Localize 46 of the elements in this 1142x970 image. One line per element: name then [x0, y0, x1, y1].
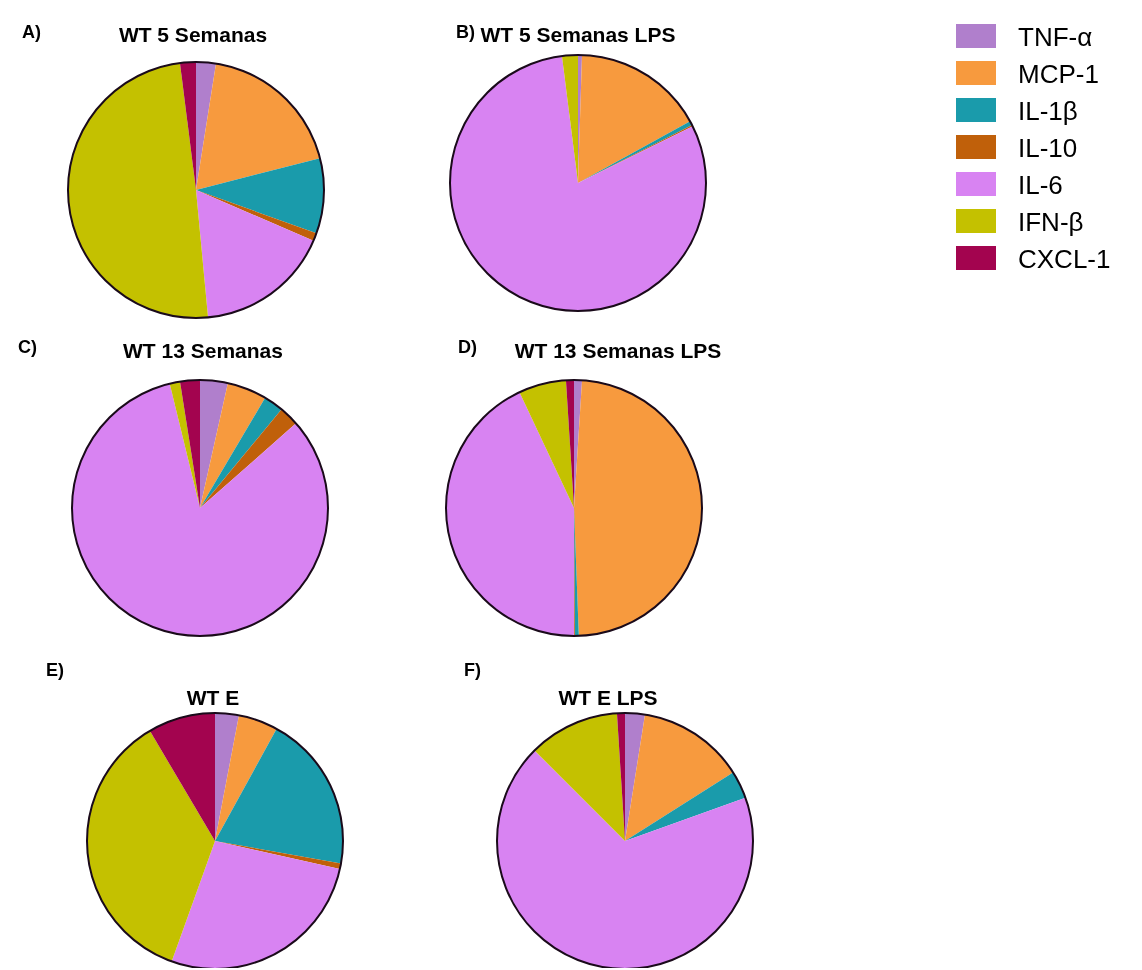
pie-slice [215, 715, 277, 841]
legend-label: IL-6 [1018, 170, 1063, 200]
pie-slice [200, 380, 228, 508]
pie-slice [200, 397, 282, 508]
pie-slice [196, 63, 320, 190]
legend-label: IL-10 [1018, 133, 1078, 163]
text: C) [18, 337, 37, 357]
pie-slice [625, 772, 746, 841]
legend-label: CXCL-1 [1018, 244, 1111, 274]
pie-slice [179, 380, 200, 508]
pie-slice [574, 380, 702, 636]
chart-title: WT E [186, 686, 240, 709]
text: F) [464, 660, 481, 680]
pie-slice [200, 383, 266, 508]
pie-slice [87, 730, 215, 962]
pie-slice [625, 714, 734, 841]
pie-slice [196, 190, 317, 241]
chart-title: WT 5 Semanas [118, 23, 268, 46]
legend-label: IL-1β [1018, 96, 1078, 126]
chart-title: WT E LPS [558, 686, 658, 709]
pie-slice [196, 158, 324, 234]
chart-title: WT 13 Semanas [123, 339, 283, 362]
text: E) [46, 660, 65, 680]
pie-slice [215, 728, 343, 864]
pie-slice [519, 380, 574, 508]
pie-slice [497, 750, 753, 968]
pie-slice [68, 63, 209, 318]
text: B) [456, 22, 475, 42]
pie-slice [215, 841, 342, 869]
chart-title: WT 5 Semanas LPS [480, 23, 676, 46]
pie-slice [215, 713, 239, 841]
pie-slice [149, 713, 215, 841]
legend-label: MCP-1 [1018, 59, 1099, 89]
legend-label: IFN-β [1018, 207, 1084, 237]
pie-slice [625, 713, 646, 841]
pie-slice [196, 190, 314, 318]
text: A) [22, 22, 41, 42]
chart-title: WT 13 Semanas LPS [514, 339, 722, 362]
text: D) [458, 337, 477, 357]
pie-slice [534, 713, 625, 841]
legend-label: TNF-α [1018, 22, 1093, 52]
pie-slice [200, 409, 297, 508]
pie-slice [171, 841, 340, 968]
pie-slice [446, 392, 574, 636]
pie-slice [169, 381, 200, 508]
pie-slice [196, 62, 217, 190]
